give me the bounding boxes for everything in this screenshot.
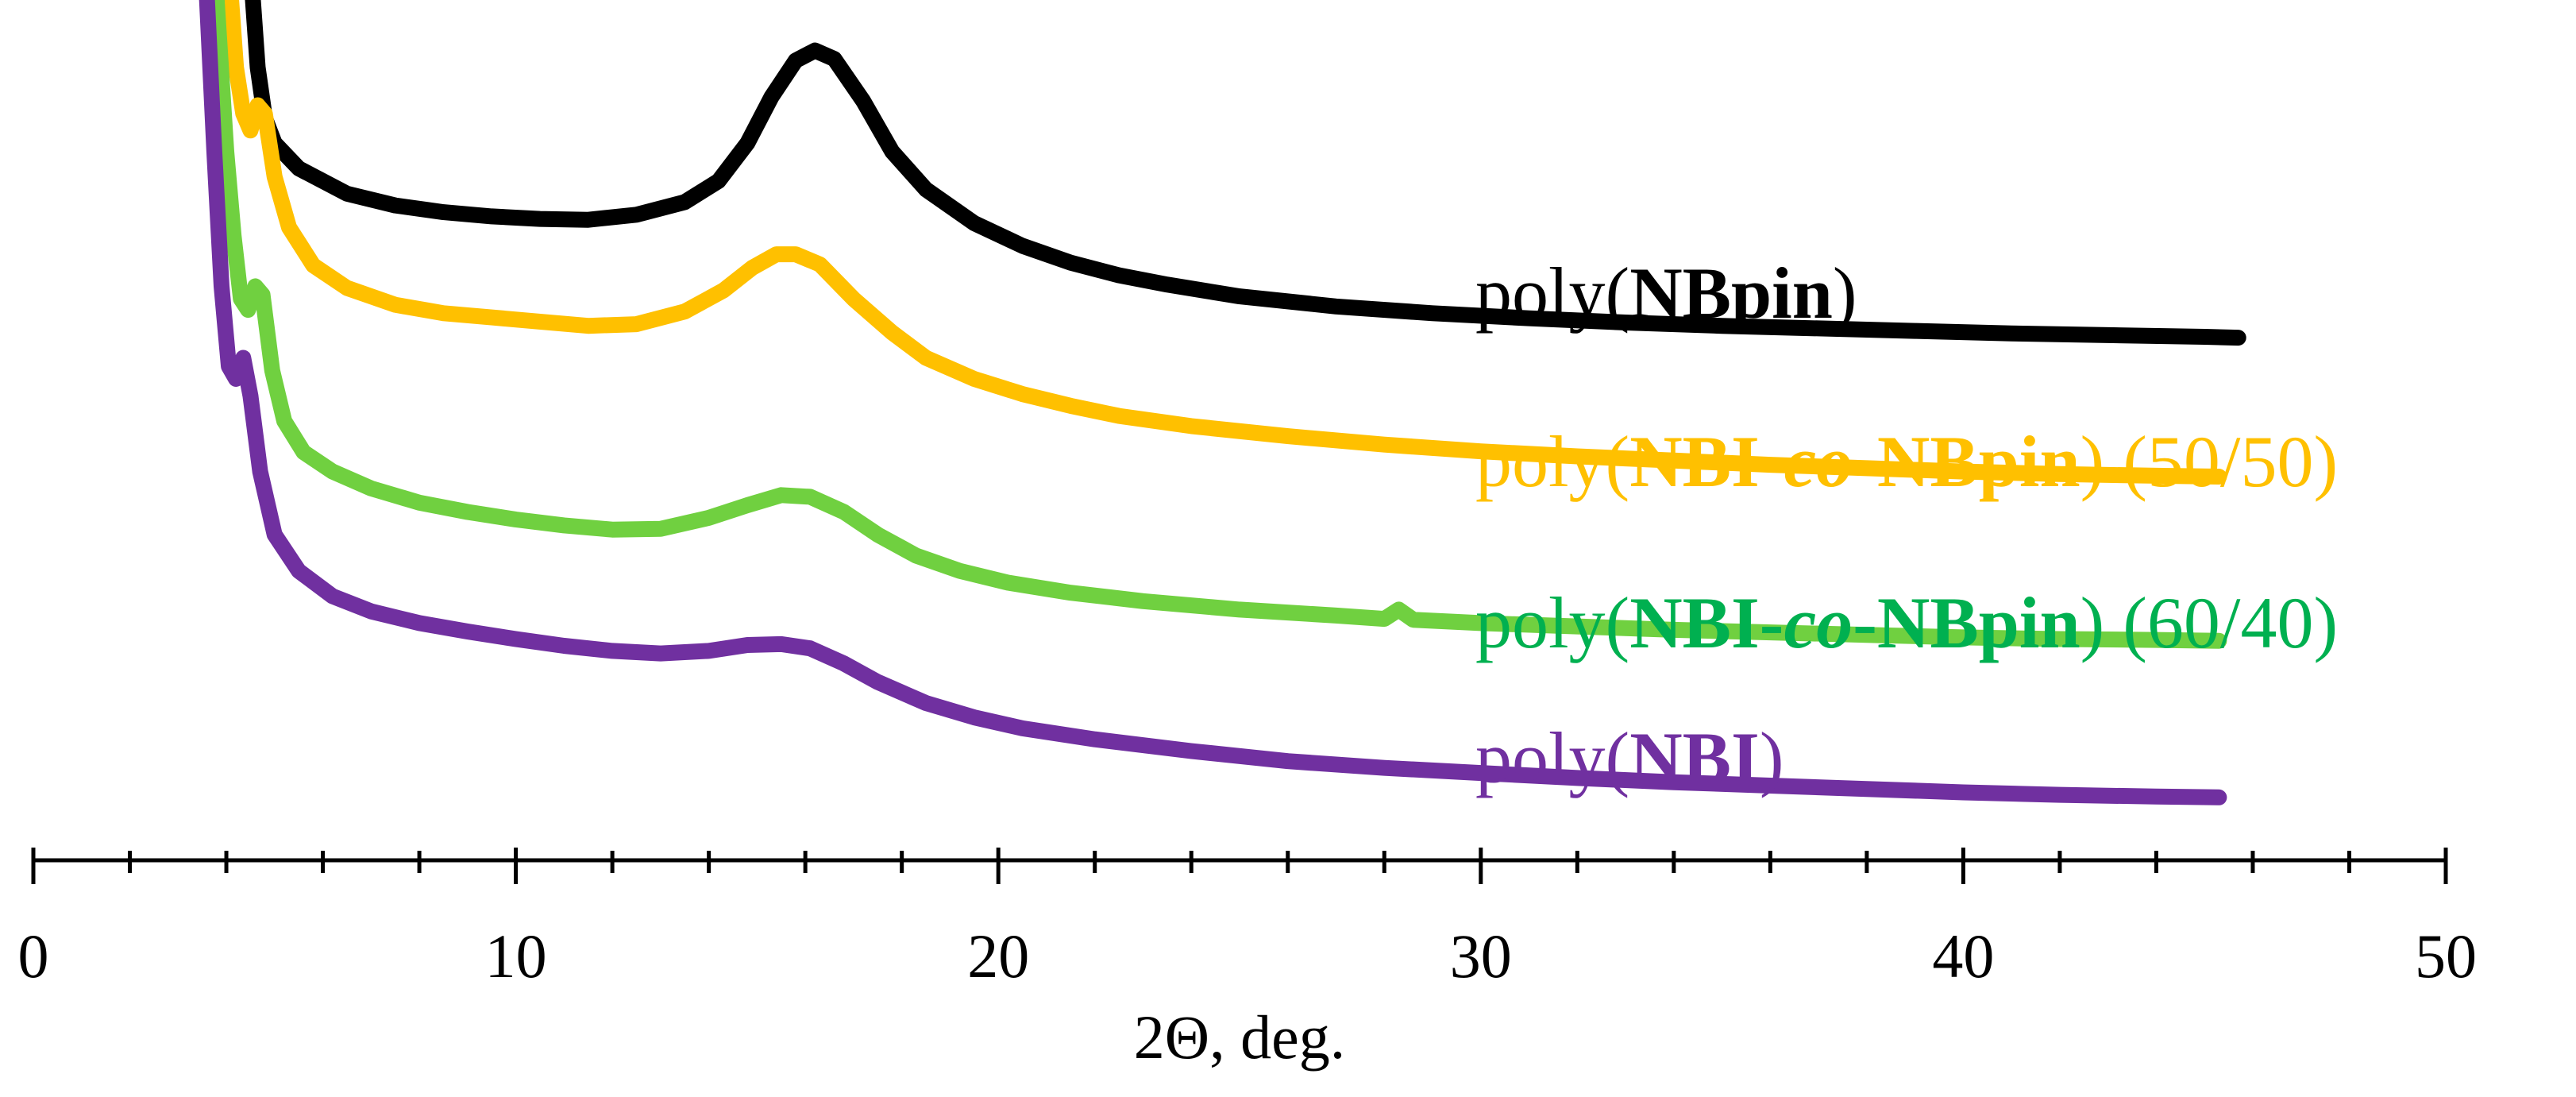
series-label-co5050: poly(NBI-co-NBpin) (50/50): [1475, 421, 2338, 502]
series-line-co5050: [231, 0, 2219, 477]
series-label-part: NBI: [1629, 717, 1760, 798]
series-label-part: poly(: [1475, 717, 1629, 798]
series-label-part: ) (60/40): [2080, 582, 2338, 663]
series-label-part: poly(: [1475, 253, 1629, 334]
curves-layer: [207, 0, 2239, 798]
series-label-part: co: [1784, 582, 1853, 663]
series-label-part: NBpin: [1629, 253, 1833, 334]
series-label-part: -NBpin: [1853, 421, 2080, 502]
series-label-part: poly(: [1475, 421, 1629, 502]
series-label-part: co: [1784, 421, 1853, 502]
series-label-nbpin: poly(NBpin): [1475, 253, 1857, 334]
series-label-co6040: poly(NBI-co-NBpin) (60/40): [1475, 582, 2338, 663]
series-label-nbi: poly(NBI): [1475, 717, 1784, 798]
series-label-part: poly(: [1475, 582, 1629, 663]
series-line-nbi: [207, 0, 2219, 798]
x-axis-tick-labels: 0 10 20 30 40 50: [18, 921, 2478, 991]
x-tick-label: 0: [18, 921, 49, 991]
series-label-part: ): [1833, 253, 1857, 334]
x-tick-label: 20: [967, 921, 1029, 991]
xrd-chart: 0 10 20 30 40 50 2Θ, deg. poly(NBpin) poly(NBI…: [0, 0, 2576, 1093]
x-tick-label: 50: [2415, 921, 2477, 991]
series-label-part: NBI-: [1629, 582, 1784, 663]
series-line-nbpin: [253, 0, 2239, 338]
chart-svg: 0 10 20 30 40 50 2Θ, deg. poly(NBpin)poly(NBI…: [0, 0, 2576, 1093]
x-tick-label: 40: [1932, 921, 1994, 991]
series-label-part: NBI-: [1629, 421, 1784, 502]
series-label-part: -NBpin: [1853, 582, 2080, 663]
series-label-part: ): [1760, 717, 1784, 798]
x-tick-label: 10: [485, 921, 547, 991]
series-label-part: ) (50/50): [2080, 421, 2338, 502]
x-axis-ticks: [33, 848, 2446, 884]
x-axis: 0 10 20 30 40 50 2Θ, deg.: [18, 848, 2478, 1072]
x-axis-title: 2Θ, deg.: [1134, 1002, 1345, 1072]
x-tick-label: 30: [1450, 921, 1512, 991]
